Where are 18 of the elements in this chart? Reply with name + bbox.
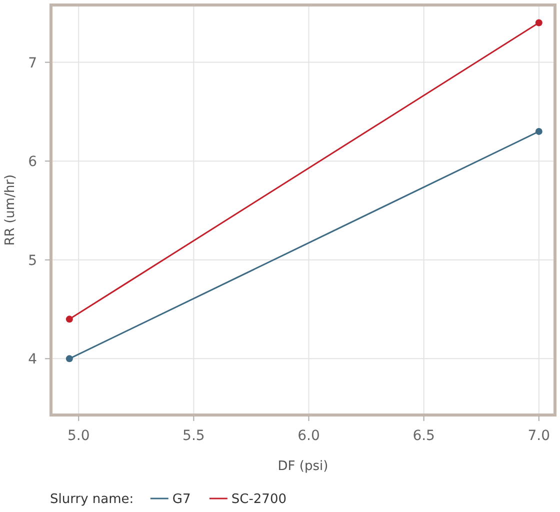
x-axis-title: DF (psi) — [278, 459, 328, 474]
point — [535, 128, 542, 135]
x-tick-label: 6.5 — [412, 428, 435, 444]
x-tick-label: 7.0 — [528, 428, 550, 444]
y-tick-label: 7 — [28, 55, 37, 72]
point — [66, 316, 73, 323]
legend-title: Slurry name: — [50, 492, 134, 507]
x-tick-label: 6.0 — [298, 428, 320, 444]
x-tick-label: 5.5 — [182, 428, 205, 444]
y-axis-title: RR (um/hr) — [3, 174, 18, 246]
point — [66, 355, 73, 362]
legend-label: G7 — [172, 492, 191, 507]
point — [535, 19, 542, 26]
legend-label: SC-2700 — [231, 492, 287, 507]
y-tick-label: 4 — [28, 352, 38, 368]
y-tick-label: 5 — [28, 252, 37, 269]
y-tick-label: 6 — [28, 154, 38, 170]
x-tick-label: 5.0 — [67, 428, 90, 444]
